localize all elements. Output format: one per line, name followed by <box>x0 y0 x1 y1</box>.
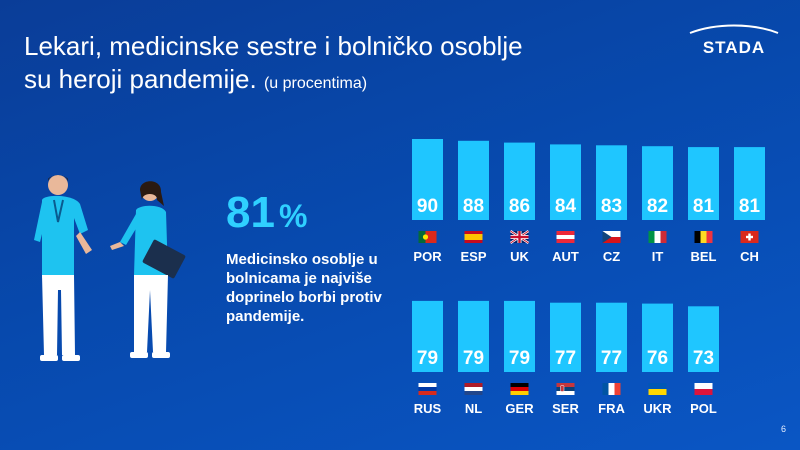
page-title: Lekari, medicinske sestre i bolničko oso… <box>24 30 644 100</box>
category-label-ukr: UKR <box>643 401 672 416</box>
bar-ser <box>550 302 581 372</box>
female-nurse-figure <box>110 181 186 358</box>
bar-pol <box>688 306 719 372</box>
data-label-bel: 81 <box>693 196 715 217</box>
bar-fra <box>596 302 627 372</box>
logo-text: STADA <box>703 38 765 57</box>
category-label-aut: AUT <box>552 249 579 264</box>
data-label-cz: 83 <box>601 196 622 217</box>
category-label-nl: NL <box>465 401 482 416</box>
data-label-nl: 79 <box>463 348 484 369</box>
data-label-ch: 81 <box>739 196 761 217</box>
flag-italy-icon <box>648 231 667 243</box>
flag-uk-icon <box>509 230 530 244</box>
flag-france-icon <box>602 383 621 395</box>
category-label-por: POR <box>413 249 442 264</box>
data-label-esp: 88 <box>463 196 484 217</box>
flag-portugal-icon <box>418 231 437 243</box>
male-doctor-figure <box>34 175 92 361</box>
flag-netherlands-icon <box>464 383 483 395</box>
bar-rus <box>412 300 443 372</box>
data-label-fra: 77 <box>601 348 622 369</box>
bar-cz <box>596 145 627 220</box>
data-label-ser: 77 <box>555 348 576 369</box>
category-label-fra: FRA <box>598 401 625 416</box>
title-unit: (u procentima) <box>263 75 368 92</box>
flag-switzerland-icon <box>740 231 759 243</box>
bar-it <box>642 146 673 220</box>
flag-russia-icon <box>418 383 437 395</box>
data-label-ger: 79 <box>509 348 530 369</box>
bar-uk <box>504 142 535 220</box>
title-line-1: Lekari, medicinske sestre i bolničko oso… <box>24 31 523 61</box>
highlight-description: Medicinsko osoblje u bolnicama je najviš… <box>226 251 382 325</box>
bar-ger <box>504 300 535 372</box>
bar-esp <box>458 140 489 220</box>
category-label-pol: POL <box>690 401 717 416</box>
data-label-ukr: 76 <box>647 348 668 369</box>
highlight-value: 81 <box>226 188 275 237</box>
flag-spain-icon <box>464 231 483 243</box>
category-label-it: IT <box>652 249 664 264</box>
bar-ch <box>734 147 765 220</box>
page-number: 6 <box>780 424 786 434</box>
category-label-ger: GER <box>505 401 534 416</box>
data-label-aut: 84 <box>555 196 577 217</box>
category-label-uk: UK <box>510 249 529 264</box>
data-label-it: 82 <box>647 196 668 217</box>
flag-belgium-icon <box>694 231 713 243</box>
category-label-ch: CH <box>740 249 759 264</box>
bar-por <box>412 139 443 220</box>
data-label-uk: 86 <box>509 196 530 217</box>
flag-ukraine-icon <box>648 383 667 395</box>
stada-logo: STADA <box>689 24 779 57</box>
flag-serbia-icon <box>556 383 575 395</box>
title-line-2: su heroji pandemije. <box>24 64 257 94</box>
category-label-rus: RUS <box>414 401 442 416</box>
category-label-esp: ESP <box>460 249 486 264</box>
data-label-pol: 73 <box>693 348 714 369</box>
bar-aut <box>550 144 581 220</box>
flag-germany-icon <box>510 383 529 395</box>
flag-poland-icon <box>694 383 713 395</box>
data-label-por: 90 <box>417 196 438 217</box>
category-label-ser: SER <box>552 401 579 416</box>
category-label-bel: BEL <box>691 249 717 264</box>
bar-nl <box>458 300 489 372</box>
bar-bel <box>688 147 719 220</box>
flag-austria-icon <box>556 231 575 243</box>
data-label-rus: 79 <box>417 348 438 369</box>
flag-czechia-icon <box>602 231 621 243</box>
category-label-cz: CZ <box>603 249 620 264</box>
healthcare-workers-illustration <box>34 175 186 361</box>
highlight-unit: % <box>278 198 308 234</box>
highlight-percent: 81% <box>226 190 307 239</box>
bar-ukr <box>642 303 673 372</box>
